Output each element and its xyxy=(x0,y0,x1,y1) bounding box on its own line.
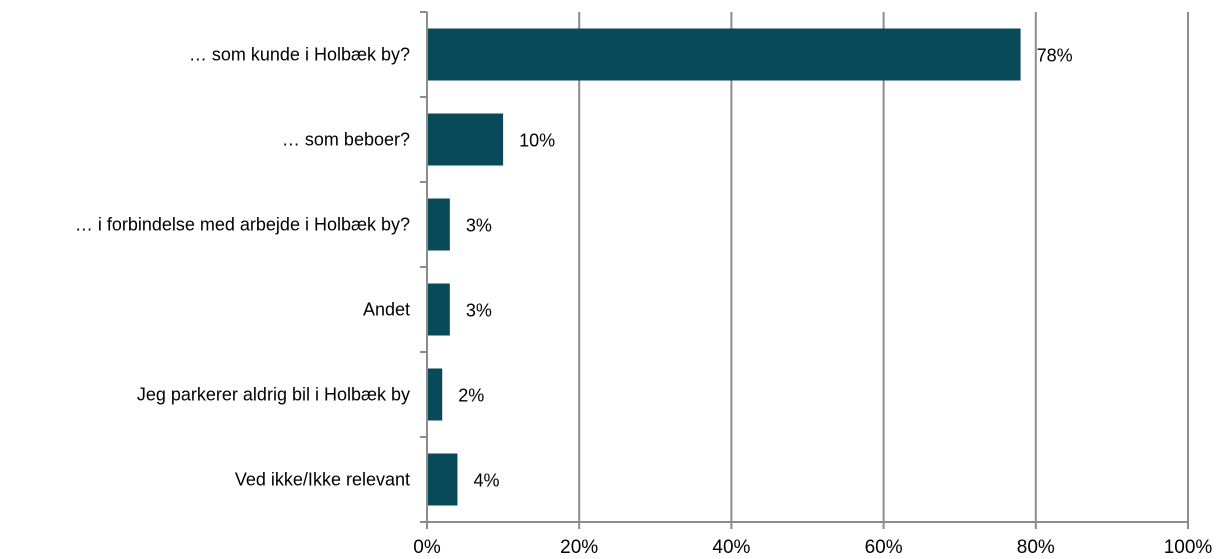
category-label: Jeg parkerer aldrig bil i Holbæk by xyxy=(137,385,410,405)
x-tick-label: 60% xyxy=(865,537,903,558)
x-tick-label: 20% xyxy=(560,537,598,558)
category-label: Ved ikke/Ikke relevant xyxy=(235,470,410,490)
data-label: 4% xyxy=(473,471,499,491)
bar xyxy=(428,198,450,251)
bar xyxy=(428,368,443,421)
category-label: … som beboer? xyxy=(282,130,410,150)
bar xyxy=(428,113,504,166)
bar-layer xyxy=(428,28,1021,506)
x-tick-label: 80% xyxy=(1017,537,1055,558)
data-label: 2% xyxy=(458,386,484,406)
x-tick-label: 100% xyxy=(1164,537,1213,558)
category-label: … som kunde i Holbæk by? xyxy=(189,45,410,65)
label-layer: 0% 20% 40% 60% 80% 100% … som kunde i Holbæk b… xyxy=(75,45,1213,559)
x-tick-label: 0% xyxy=(413,537,441,558)
bar xyxy=(428,28,1021,81)
bar xyxy=(428,283,450,336)
category-label: … i forbindelse med arbejde i Holbæk by? xyxy=(75,215,410,235)
data-label: 3% xyxy=(466,216,492,236)
x-tick-label: 40% xyxy=(712,537,750,558)
grid-layer xyxy=(578,12,1189,522)
bar xyxy=(428,453,458,506)
category-label: Andet xyxy=(363,300,410,320)
axis-layer xyxy=(420,11,1189,529)
data-label: 78% xyxy=(1037,46,1073,66)
data-label: 3% xyxy=(466,301,492,321)
data-label: 10% xyxy=(519,131,555,151)
